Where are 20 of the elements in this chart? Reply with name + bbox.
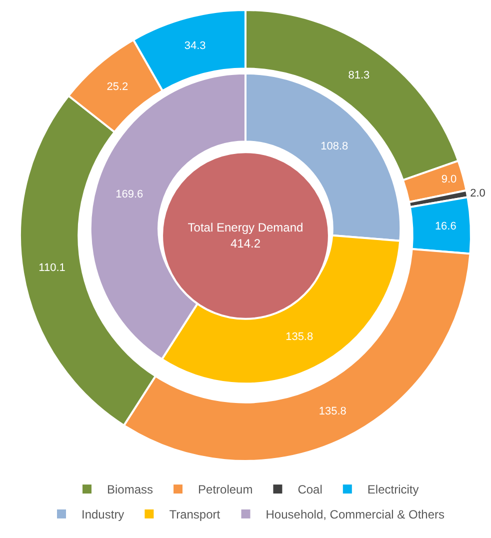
data-label: 135.8 — [286, 330, 314, 343]
slice-label: Total Energy Demand — [188, 220, 304, 235]
legend-label: Coal — [298, 482, 322, 497]
legend-label: Transport — [169, 508, 221, 522]
data-label: 34.3 — [184, 40, 206, 52]
data-label: 135.8 — [318, 405, 346, 418]
data-label: 2.0 — [470, 188, 486, 200]
legend-label: Petroleum — [198, 482, 253, 497]
data-label: 414.2 — [230, 236, 261, 250]
legend-label: Industry — [82, 508, 124, 522]
legend-label: Household, Commercial & Others — [266, 508, 444, 522]
legend-label: Electricity — [367, 482, 419, 497]
data-label: 16.6 — [434, 220, 456, 232]
data-label: 108.8 — [320, 140, 348, 152]
data-label: 9.0 — [441, 173, 457, 186]
data-label: 110.1 — [38, 262, 66, 274]
legend-label: Biomass — [107, 482, 154, 497]
data-label: 81.3 — [348, 69, 370, 82]
data-label: 169.6 — [116, 188, 144, 201]
data-label: 25.2 — [106, 80, 128, 93]
